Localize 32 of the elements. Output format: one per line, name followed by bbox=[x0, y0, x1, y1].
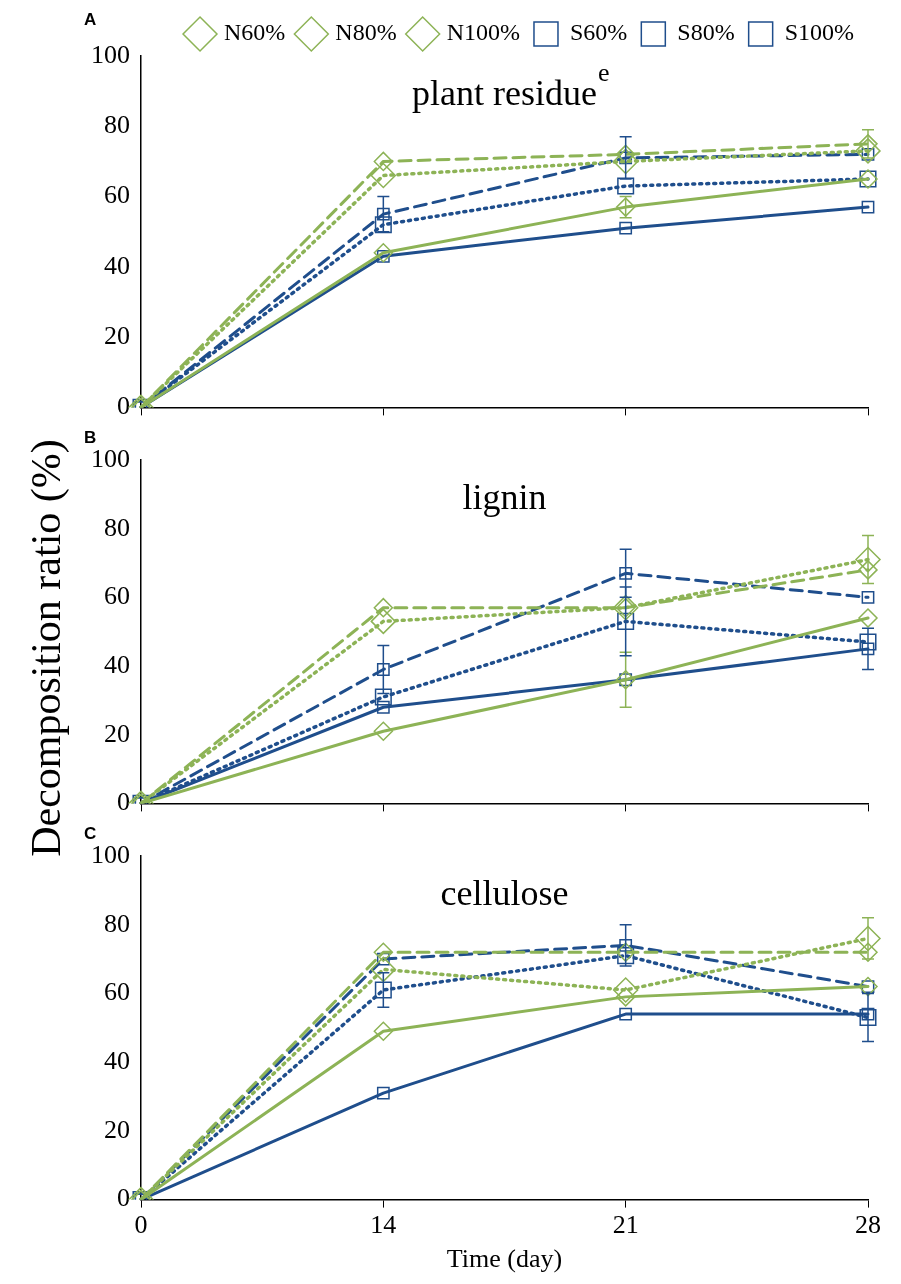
y-tick-label: 80 bbox=[104, 512, 130, 542]
text: lignin bbox=[462, 477, 547, 518]
y-tick-label: 100 bbox=[91, 39, 130, 69]
y-tick-label: 0 bbox=[117, 1183, 130, 1213]
text: A bbox=[84, 10, 97, 30]
text: cellulose bbox=[440, 873, 569, 914]
legend-label: S60% bbox=[569, 19, 628, 46]
y-tick-label: 80 bbox=[104, 110, 130, 140]
y-tick-label: 20 bbox=[104, 1114, 130, 1144]
y-tick-label: 80 bbox=[104, 908, 130, 938]
y-tick-label: 40 bbox=[104, 649, 130, 679]
x-tick-label: 14 bbox=[370, 1210, 397, 1240]
x-tick-label: 28 bbox=[855, 1210, 881, 1240]
legend-label: S100% bbox=[784, 19, 855, 46]
y-tick-label: 60 bbox=[104, 180, 130, 210]
y-tick-label: 60 bbox=[104, 581, 130, 611]
y-tick-label: 60 bbox=[104, 977, 130, 1007]
y-tick-label: 40 bbox=[104, 1045, 130, 1075]
y-axis-title: Decomposition ratio (%) bbox=[22, 439, 70, 857]
y-tick-label: 20 bbox=[104, 320, 130, 350]
legend-label: N100% bbox=[446, 19, 520, 46]
legend-label: N60% bbox=[224, 19, 286, 46]
x-tick-label: 21 bbox=[612, 1210, 639, 1240]
y-tick-label: 40 bbox=[104, 250, 130, 280]
text: plant residue bbox=[412, 73, 597, 114]
y-tick-label: 20 bbox=[104, 718, 130, 748]
y-tick-label: 0 bbox=[117, 787, 130, 817]
x-axis-title: Time (day) bbox=[446, 1244, 563, 1274]
legend-label: S80% bbox=[677, 19, 735, 46]
annotation: e bbox=[597, 57, 610, 87]
legend-label: N80% bbox=[335, 19, 397, 46]
y-tick-label: 0 bbox=[117, 391, 130, 421]
